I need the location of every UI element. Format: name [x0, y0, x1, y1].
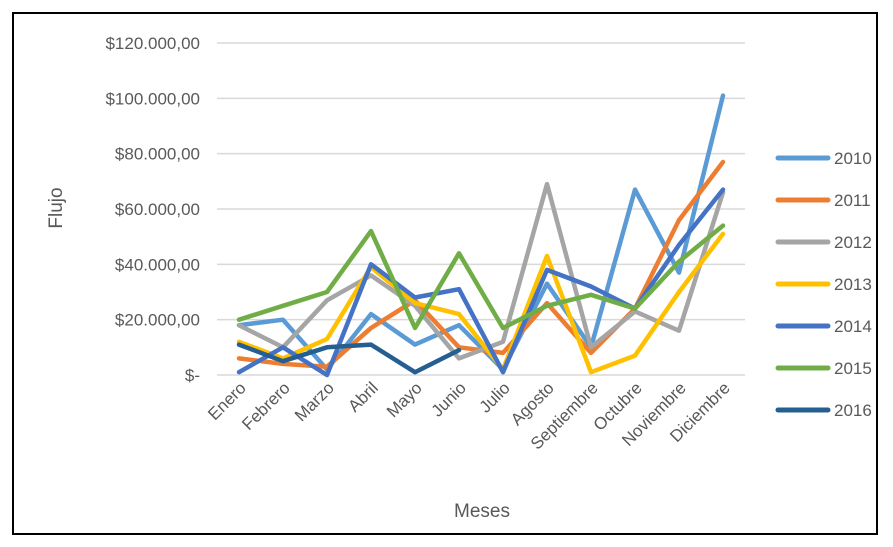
- y-tick-label: $60.000,00: [115, 200, 200, 219]
- y-tick-label: $100.000,00: [105, 89, 200, 108]
- series-line-2010: [236, 93, 726, 372]
- y-tick-label: $120.000,00: [105, 34, 200, 53]
- legend: 2010 2011 2012 2013 2014 2015 2016: [775, 149, 872, 420]
- x-tick-label: Mayo: [383, 378, 426, 421]
- y-tick-label: $-: [185, 366, 200, 385]
- legend-label: 2012: [834, 233, 872, 252]
- legend-label: 2014: [834, 317, 872, 336]
- y-tick-label: $80.000,00: [115, 145, 200, 164]
- series-line-2016: [236, 342, 462, 375]
- legend-label: 2015: [834, 359, 872, 378]
- series-line-2015: [236, 223, 726, 331]
- y-axis-tick-labels: $- $20.000,00 $40.000,00 $60.000,00 $80.000,…: [105, 34, 200, 385]
- legend-label: 2013: [834, 275, 872, 294]
- x-tick-label: Julio: [476, 378, 514, 416]
- x-tick-label: Junio: [428, 378, 470, 420]
- y-axis-title: Flujo: [46, 187, 67, 228]
- legend-label: 2011: [834, 191, 871, 210]
- series-lines: [236, 93, 726, 378]
- x-tick-label: Marzo: [291, 378, 338, 425]
- legend-label: 2010: [834, 149, 872, 168]
- x-tick-label: Febrero: [238, 378, 294, 434]
- series-line-2013: [236, 231, 726, 375]
- x-tick-label: Abril: [344, 378, 381, 415]
- legend-label: 2016: [834, 401, 872, 420]
- y-tick-label: $20.000,00: [115, 311, 200, 330]
- y-tick-label: $40.000,00: [115, 255, 200, 274]
- series-line-2012: [236, 181, 726, 361]
- x-axis-title: Meses: [454, 501, 510, 522]
